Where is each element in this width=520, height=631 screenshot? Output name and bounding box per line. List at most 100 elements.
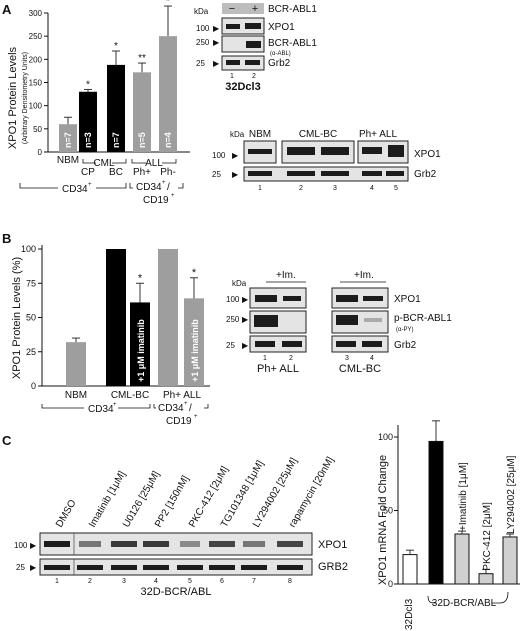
b-cd34-brace (41, 404, 151, 409)
b-cd34cd19-sup: + (184, 401, 188, 407)
blot-b-protein-grb2: Grb2 (394, 340, 417, 351)
lane-label: 3 (345, 355, 349, 362)
band (364, 318, 382, 322)
blot-a-top-treatment: BCR-ABL1 (268, 4, 317, 15)
band (287, 171, 315, 176)
band (336, 341, 356, 347)
blot-b-marker-25: 25 (226, 341, 235, 350)
blot-c-marker-100: 100 (14, 541, 28, 550)
b-cd34cd19-brace (153, 404, 209, 409)
cd34-brace (19, 183, 127, 189)
lane-label: 4 (370, 185, 374, 192)
blot-b-marker-100: 100 (226, 295, 240, 304)
band (79, 541, 101, 547)
blot-a-top-marker-25: 25 (196, 59, 205, 68)
band (287, 147, 315, 155)
band (321, 147, 349, 155)
lane-label: 1 (258, 185, 262, 192)
marker-arrow: ▶ (30, 563, 37, 572)
blot-a-bottom-marker-25: 25 (212, 170, 221, 179)
band (248, 149, 272, 154)
blot-a-top-protein-grb2: Grb2 (268, 58, 291, 69)
blot-c-cell-line: 32D-BCR/ABL (141, 586, 212, 598)
category-label: NBM (57, 155, 79, 166)
y-tick-label: 50 (33, 125, 42, 134)
blot-b-group-label: CML-BC (339, 363, 381, 375)
blot-b-xpo1-left (249, 287, 307, 309)
y-tick-label: 150 (29, 79, 43, 88)
band (143, 565, 169, 570)
chart-a: XPO1 Protein Levels (Arbitrary Densitome… (7, 0, 190, 206)
blot-a-bottom-protein-grb2: Grb2 (414, 169, 437, 180)
y-tick-label: 250 (29, 32, 43, 41)
n-label: n=5 (137, 132, 147, 148)
n-label: n=3 (83, 132, 93, 148)
b-cd34cd19-sep: / (189, 403, 192, 414)
band (277, 541, 303, 547)
band (245, 60, 260, 65)
band (77, 565, 103, 570)
lane-label: 1 (230, 73, 234, 80)
blot-a-top-protein-xpo1: XPO1 (268, 22, 295, 33)
blot-a-top-cell-line: 32Dcl3 (225, 81, 260, 93)
y-tick-label: 200 (29, 55, 43, 64)
band (44, 541, 70, 547)
blot-a-top-minus: − (229, 3, 235, 15)
chart-a-ylabel-sub: (Arbitrary Densitometry Units) (22, 52, 29, 144)
band (388, 145, 404, 157)
band (362, 341, 382, 347)
bar (133, 72, 151, 152)
cd34-label: CD34 (62, 184, 88, 195)
lane-label: 2 (252, 73, 256, 80)
chart-a-bars: n=7 * n=3 * n=7 ** n=5 * n=4 (59, 0, 177, 152)
treatment-label: PP2 [150nM] (153, 474, 192, 530)
lane-label: 6 (220, 578, 224, 585)
cd34cd19-brace (129, 183, 184, 189)
panel-label-a: A (2, 2, 12, 17)
y-tick-label: 300 (29, 9, 43, 18)
band (209, 541, 235, 547)
chart-b-yticks: 0 25 50 75 100 (21, 244, 42, 391)
blot-c-xpo1-bands (44, 541, 303, 547)
bar (66, 342, 86, 386)
blot-a-top-antibody: (α-ABL) (270, 51, 291, 57)
blot-a-top-marker-250: 250 (196, 38, 210, 47)
blot-b: kDa +Im. +Im. 100 ▶ XPO1 250 ▶ p-BCR-ABL… (226, 270, 452, 375)
blot-b-group-label: Ph+ ALL (257, 363, 299, 375)
band (362, 171, 382, 176)
blot-b-antibody: (α-PY) (396, 327, 413, 333)
blot-a-top-plus: + (252, 3, 258, 15)
blot-c-protein-grb2: GRB2 (318, 561, 348, 573)
bar-label: +1 μM imatinib (136, 319, 146, 382)
panel-label-b: B (2, 231, 11, 246)
marker-arrow: ▶ (213, 24, 220, 33)
y-tick-label: 0 (31, 381, 36, 391)
lane-label: 5 (394, 185, 398, 192)
blot-b-marker-250: 250 (226, 315, 240, 324)
marker-arrow: ▶ (213, 59, 220, 68)
band (255, 341, 275, 347)
y-tick-label: 0 (38, 148, 43, 157)
blot-a-bottom-protein-xpo1: XPO1 (414, 149, 441, 160)
marker-arrow: ▶ (232, 151, 239, 160)
significance-marker: * (166, 0, 170, 7)
significance-marker: * (114, 41, 118, 52)
category-label: Ph+ (133, 167, 151, 178)
bar-category-label: LY294002 [25μM] (506, 455, 517, 534)
band (226, 60, 240, 65)
band (283, 296, 301, 301)
bar (184, 298, 204, 386)
bar (402, 554, 418, 585)
b-cd19-sup: + (194, 414, 198, 420)
marker-arrow: ▶ (242, 315, 249, 324)
treatment-header-bar (222, 3, 264, 14)
bar-category-label: PKC-412 [2μM] (482, 502, 493, 571)
band (44, 565, 70, 570)
n-label: n=4 (163, 132, 173, 148)
band (143, 541, 169, 547)
significance-marker: * (86, 79, 90, 90)
chart-c-bars: +Imatinib [1μM] PKC-412 [2μM] LY294002 [25… (402, 420, 518, 585)
chart-b-category: CML-BC (111, 390, 149, 401)
lane-label: 1 (263, 355, 267, 362)
